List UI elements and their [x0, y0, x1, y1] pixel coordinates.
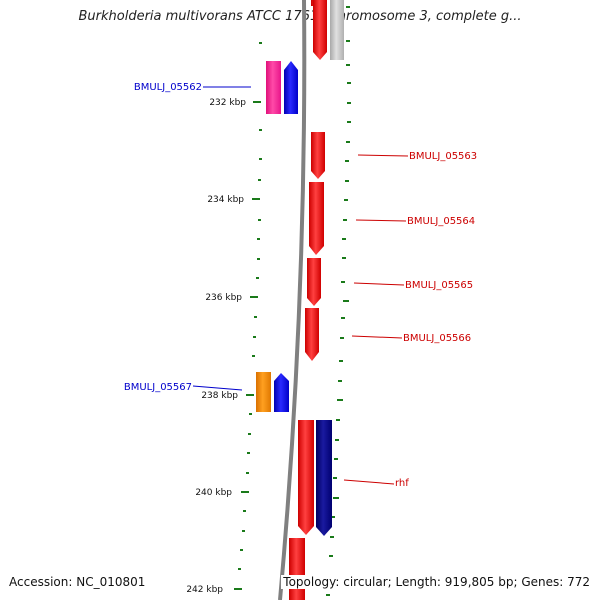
top-genes — [311, 0, 344, 60]
tick-labels: 232 kbp 234 kbp 236 kbp 238 kbp 240 kbp … — [186, 98, 246, 595]
tick-label: 238 kbp — [201, 391, 238, 401]
tick-label: 234 kbp — [207, 195, 244, 205]
gene-arrow-bmulj-05566[interactable] — [305, 308, 319, 361]
gene-arrow-bmulj-05565[interactable] — [307, 258, 321, 306]
gene-labels: BMULJ_05562 BMULJ_05563 BMULJ_05564 BMUL… — [124, 82, 477, 489]
map-title: Burkholderia multivorans ATCC 17616 chro… — [78, 9, 522, 24]
gene-arrow-bmulj-05562[interactable] — [266, 61, 281, 114]
chromosome-backbone — [278, 0, 307, 600]
gene-label-bmulj-05566[interactable]: BMULJ_05566 — [403, 333, 471, 344]
gene-arrow-bmulj-05562-partner[interactable] — [284, 61, 298, 114]
gene-arrow-bmulj-05564[interactable] — [309, 182, 324, 255]
gene-label-rhf[interactable]: rhf — [395, 478, 409, 489]
tick-label: 242 kbp — [186, 585, 223, 595]
tick-label: 236 kbp — [205, 293, 242, 303]
label-leaders — [192, 86, 409, 485]
genome-summary: Topology: circular; Length: 919,805 bp; … — [281, 575, 592, 589]
gene-label-bmulj-05563[interactable]: BMULJ_05563 — [409, 151, 477, 162]
left-minor-ticks — [238, 42, 262, 570]
gene-label-bmulj-05565[interactable]: BMULJ_05565 — [405, 280, 473, 291]
gene-arrow-bottom[interactable] — [289, 538, 305, 600]
gene-arrow-rhf-partner[interactable] — [316, 420, 332, 536]
tick-label: 232 kbp — [209, 98, 246, 108]
gene-arrow-bmulj-05567-partner[interactable] — [274, 373, 289, 412]
gene-arrow-bmulj-05567[interactable] — [256, 372, 271, 412]
gene-label-bmulj-05564[interactable]: BMULJ_05564 — [407, 216, 475, 227]
left-major-ticks — [234, 101, 261, 590]
tick-label: 240 kbp — [195, 488, 232, 498]
gene-label-bmulj-05567[interactable]: BMULJ_05567 — [124, 382, 192, 393]
gene-arrow-bmulj-05563[interactable] — [311, 132, 325, 179]
accession-text: Accession: NC_010801 — [7, 575, 148, 589]
gene-arrow-rhf[interactable] — [298, 420, 314, 535]
gene-label-bmulj-05562[interactable]: BMULJ_05562 — [134, 82, 202, 93]
gene-features[interactable] — [256, 61, 332, 600]
